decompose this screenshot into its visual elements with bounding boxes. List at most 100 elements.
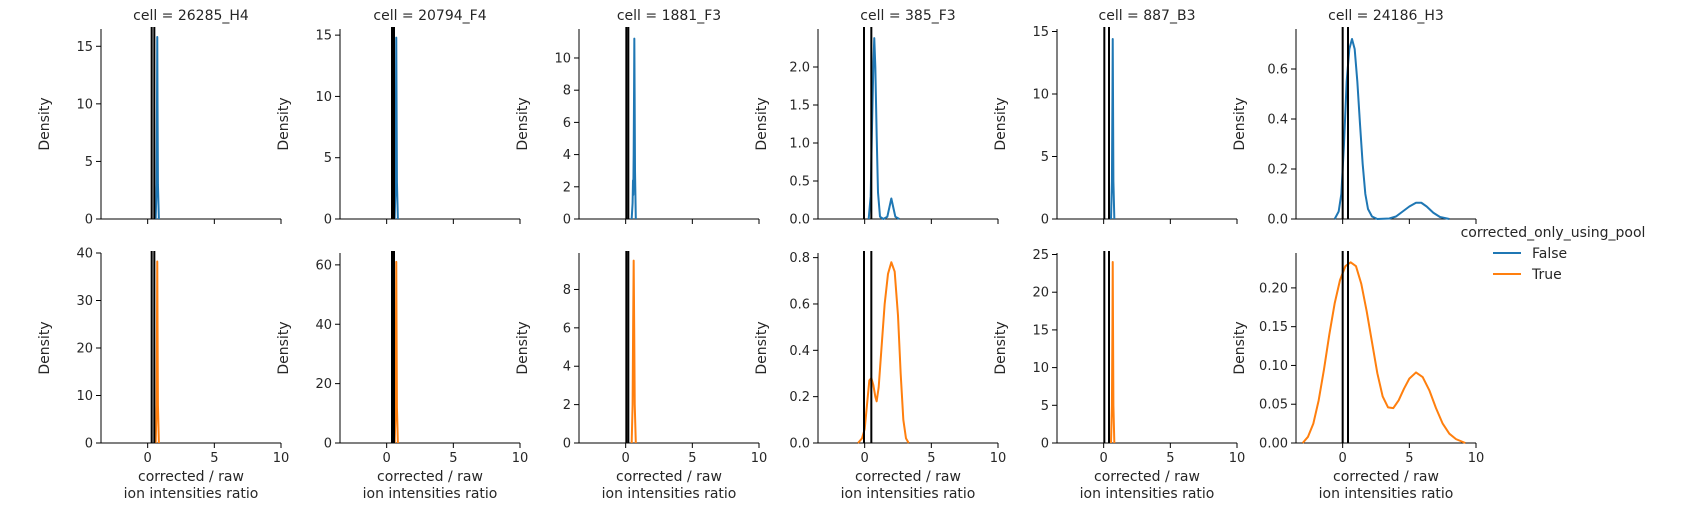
x-axis-label-line1: corrected / raw xyxy=(616,469,722,485)
y-tick-label: 15 xyxy=(1032,25,1049,40)
density-curve-false xyxy=(1333,38,1450,220)
y-tick-label: 40 xyxy=(76,247,93,262)
y-tick-label: 0.0 xyxy=(789,437,810,452)
y-tick-label: 15 xyxy=(76,40,93,55)
x-tick-label: 10 xyxy=(512,451,529,466)
x-axis-label-line2: ion intensities ratio xyxy=(1080,486,1215,502)
y-tick-label: 0 xyxy=(1041,213,1049,228)
panel-title: cell = 1881_F3 xyxy=(617,8,721,24)
x-tick-label: 0 xyxy=(383,451,391,466)
y-tick-label: 4 xyxy=(563,360,571,375)
density-curve-false xyxy=(1110,38,1116,220)
y-tick-label: 10 xyxy=(1032,88,1049,103)
x-tick-label: 0 xyxy=(861,451,869,466)
x-tick-label: 0 xyxy=(622,451,630,466)
y-tick-label: 0.8 xyxy=(789,251,810,266)
y-axis-label: Density xyxy=(993,97,1009,150)
x-tick-label: 5 xyxy=(1405,451,1413,466)
x-axis-label-line1: corrected / raw xyxy=(138,469,244,485)
facet-column: cell = 20794_F4 0 5 10 15 Density 0 20 40 60 0 5 10 D… xyxy=(276,8,528,502)
x-axis-label-line2: ion intensities ratio xyxy=(124,486,259,502)
panel-title: cell = 20794_F4 xyxy=(373,8,486,24)
y-tick-label: 0.4 xyxy=(789,344,810,359)
facet-panel: cell = 887_B3 0 5 10 15 Density xyxy=(993,8,1238,228)
x-axis-label-line1: corrected / raw xyxy=(1333,469,1439,485)
y-tick-label: 6 xyxy=(563,321,571,336)
panel-title: cell = 26285_H4 xyxy=(133,8,249,24)
x-axis-label-line2: ion intensities ratio xyxy=(841,486,976,502)
x-tick-label: 5 xyxy=(1166,451,1174,466)
x-axis-label-line2: ion intensities ratio xyxy=(602,486,737,502)
y-tick-label: 0.2 xyxy=(1267,163,1288,178)
y-tick-label: 0.00 xyxy=(1259,437,1288,452)
y-tick-label: 5 xyxy=(324,151,332,166)
x-tick-label: 5 xyxy=(688,451,696,466)
density-curve-false xyxy=(393,36,399,220)
y-axis-label: Density xyxy=(754,321,770,374)
legend: corrected_only_using_pool False True xyxy=(1461,225,1646,283)
x-axis-label-line2: ion intensities ratio xyxy=(363,486,498,502)
facet-panel: 0.0 0.2 0.4 0.6 0.8 0 5 10 Density corrected / ra… xyxy=(754,251,1006,502)
y-tick-label: 0.15 xyxy=(1259,320,1288,335)
y-tick-label: 20 xyxy=(76,342,93,357)
y-axis-label: Density xyxy=(515,321,531,374)
y-tick-label: 40 xyxy=(315,318,332,333)
x-axis-label-line1: corrected / raw xyxy=(377,469,483,485)
y-tick-label: 5 xyxy=(85,155,93,170)
y-tick-label: 2 xyxy=(563,398,571,413)
density-curve-true xyxy=(857,261,910,444)
y-axis-label: Density xyxy=(1232,97,1248,150)
legend-title: corrected_only_using_pool xyxy=(1461,225,1646,241)
y-tick-label: 0.20 xyxy=(1259,281,1288,296)
x-tick-label: 5 xyxy=(210,451,218,466)
y-tick-label: 0 xyxy=(1041,437,1049,452)
y-axis-label: Density xyxy=(276,97,292,150)
y-tick-label: 8 xyxy=(563,84,571,99)
density-curve-true xyxy=(154,260,160,444)
facet-panel: cell = 20794_F4 0 5 10 15 Density xyxy=(276,8,521,228)
x-tick-label: 10 xyxy=(1468,451,1485,466)
y-tick-label: 0 xyxy=(85,213,93,228)
y-tick-label: 10 xyxy=(76,97,93,112)
x-tick-label: 10 xyxy=(990,451,1007,466)
x-axis-label-line1: corrected / raw xyxy=(1094,469,1200,485)
y-tick-label: 10 xyxy=(76,389,93,404)
legend-label-true: True xyxy=(1531,267,1562,283)
y-tick-label: 2 xyxy=(563,180,571,195)
y-tick-label: 0.0 xyxy=(1267,213,1288,228)
density-curve-false xyxy=(630,37,637,220)
y-axis-label: Density xyxy=(515,97,531,150)
panel-title: cell = 887_B3 xyxy=(1099,8,1196,24)
y-tick-label: 0.05 xyxy=(1259,398,1288,413)
y-tick-label: 0 xyxy=(85,437,93,452)
facet-panel: 0 5 10 15 20 25 0 5 10 Density corrected / rawion … xyxy=(993,248,1245,502)
density-curve-true xyxy=(1110,261,1116,444)
y-axis-label: Density xyxy=(1232,321,1248,374)
y-tick-label: 0.4 xyxy=(1267,113,1288,128)
facet-panel: cell = 385_F3 0.0 0.5 1.0 1.5 2.0 Density xyxy=(754,8,999,228)
y-tick-label: 0.10 xyxy=(1259,359,1288,374)
density-curve-false xyxy=(154,36,160,220)
y-tick-label: 10 xyxy=(1032,361,1049,376)
y-axis-label: Density xyxy=(754,97,770,150)
x-tick-label: 10 xyxy=(1229,451,1246,466)
panel-title: cell = 24186_H3 xyxy=(1328,8,1444,24)
facet-panel: cell = 26285_H4 0 5 10 15 Density xyxy=(37,8,282,228)
y-tick-label: 0.6 xyxy=(1267,63,1288,78)
facet-panel: 0.00 0.05 0.10 0.15 0.20 0 5 10 Density corrected… xyxy=(1232,251,1484,502)
x-tick-label: 10 xyxy=(751,451,768,466)
facet-column: cell = 1881_F3 0 2 4 6 8 10 Density 0 2 4 6 8 0 5 10 Den… xyxy=(515,8,767,502)
y-tick-label: 0 xyxy=(563,213,571,228)
x-tick-label: 0 xyxy=(1339,451,1347,466)
y-tick-label: 60 xyxy=(315,258,332,273)
y-tick-label: 1.0 xyxy=(789,137,810,152)
y-tick-label: 5 xyxy=(1041,399,1049,414)
y-axis-label: Density xyxy=(993,321,1009,374)
x-axis-label-line1: corrected / raw xyxy=(855,469,961,485)
